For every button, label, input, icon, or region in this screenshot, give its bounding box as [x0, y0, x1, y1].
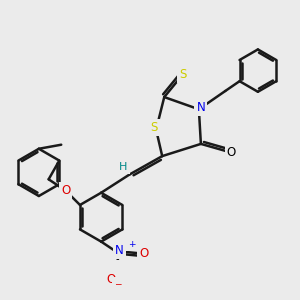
- Text: +: +: [128, 240, 135, 249]
- Text: H: H: [119, 162, 128, 172]
- Text: N: N: [196, 101, 205, 114]
- Text: S: S: [179, 68, 186, 81]
- Text: O: O: [139, 247, 148, 260]
- Text: S: S: [150, 121, 158, 134]
- Text: O: O: [227, 146, 236, 158]
- Text: O: O: [107, 273, 116, 286]
- Text: O: O: [61, 184, 70, 197]
- Text: −: −: [115, 280, 122, 289]
- Text: N: N: [115, 244, 124, 257]
